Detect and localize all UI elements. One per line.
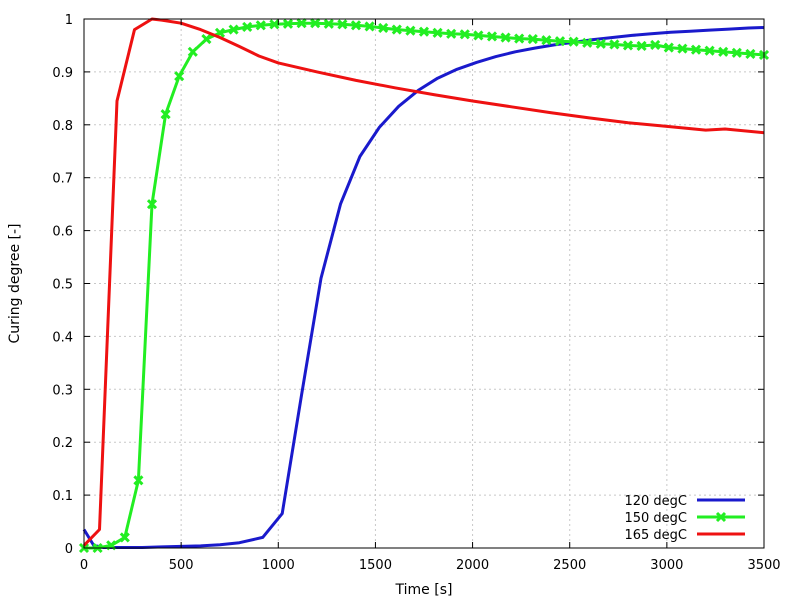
grid — [84, 19, 764, 548]
data-point — [133, 475, 144, 486]
x-tick-label: 3500 — [747, 558, 780, 573]
data-point — [745, 48, 756, 59]
data-point — [378, 22, 389, 34]
data-point — [663, 42, 674, 53]
data-point — [187, 46, 198, 57]
legend: 120 degC 150 degC 165 degC — [624, 494, 745, 543]
legend-item: 165 degC — [624, 528, 745, 543]
data-point — [718, 46, 729, 57]
x-axis-title: Time [s] — [395, 582, 453, 598]
x-tick-label: 3000 — [650, 558, 683, 573]
plot-series — [78, 17, 770, 554]
y-tick-label: 0.2 — [52, 436, 73, 451]
y-tick-label: 0.7 — [52, 172, 73, 187]
data-point — [554, 36, 566, 47]
data-point — [650, 39, 661, 50]
data-point — [473, 30, 484, 41]
legend-label: 165 degC — [624, 528, 687, 543]
data-point — [582, 37, 593, 48]
series-line — [82, 17, 765, 547]
data-point — [527, 34, 538, 45]
y-tick-label: 0.1 — [52, 489, 73, 504]
data-point — [541, 35, 552, 46]
data-point — [119, 532, 130, 543]
data-point — [337, 19, 348, 30]
axis-ticks: 0 500 1000 1500 2000 2500 3000 3500 0 0.1 0.2 0.3 0.… — [52, 13, 780, 573]
data-point — [677, 43, 688, 54]
y-tick-label: 0.5 — [52, 278, 73, 293]
legend-marker — [715, 511, 727, 523]
data-point — [405, 25, 416, 36]
data-point — [323, 18, 334, 29]
data-point — [296, 18, 307, 29]
y-tick-label: 0.6 — [52, 225, 73, 240]
data-point — [269, 19, 280, 30]
x-tick-label: 500 — [169, 558, 194, 573]
data-point — [636, 40, 647, 52]
series-165-degc — [82, 17, 765, 547]
x-tick-label: 1000 — [262, 558, 295, 573]
data-point — [704, 45, 715, 56]
data-point — [160, 109, 171, 120]
data-point — [201, 34, 212, 45]
x-tick-label: 2500 — [553, 558, 586, 573]
y-tick-label: 0.8 — [52, 119, 73, 134]
y-tick-label: 0 — [65, 542, 73, 557]
data-point — [146, 199, 158, 210]
y-tick-label: 0.4 — [52, 330, 73, 345]
data-point — [731, 47, 742, 58]
x-tick-label: 1500 — [359, 558, 392, 573]
data-point — [568, 36, 579, 47]
data-point — [595, 38, 606, 49]
data-point — [242, 21, 253, 32]
series-line — [82, 26, 765, 549]
data-point — [446, 28, 457, 39]
x-tick-label: 2000 — [456, 558, 489, 573]
data-point — [255, 20, 266, 31]
data-point — [174, 71, 185, 82]
series-150-degc — [78, 18, 770, 554]
data-point — [391, 24, 402, 35]
y-tick-label: 1 — [65, 13, 73, 28]
legend-item: 150 degC — [624, 511, 745, 526]
legend-label: 120 degC — [624, 494, 687, 509]
data-point — [432, 27, 443, 38]
data-point — [364, 21, 375, 32]
data-point — [418, 26, 430, 37]
series-line — [84, 21, 765, 550]
data-point — [310, 18, 321, 29]
data-point — [609, 39, 620, 50]
data-point — [500, 32, 511, 43]
data-point — [282, 18, 294, 29]
data-point — [514, 33, 525, 44]
series-120-degc — [82, 26, 765, 549]
legend-label: 150 degC — [624, 511, 687, 526]
x-tick-label: 0 — [80, 558, 88, 573]
data-point — [486, 31, 498, 42]
data-point — [690, 44, 702, 55]
data-point — [622, 40, 634, 51]
data-point — [459, 29, 470, 40]
legend-item: 120 degC — [624, 494, 745, 509]
y-tick-label: 0.9 — [52, 66, 73, 81]
y-axis-title: Curing degree [-] — [7, 224, 23, 344]
data-point — [228, 24, 239, 35]
data-point — [350, 20, 362, 31]
y-tick-label: 0.3 — [52, 383, 73, 398]
